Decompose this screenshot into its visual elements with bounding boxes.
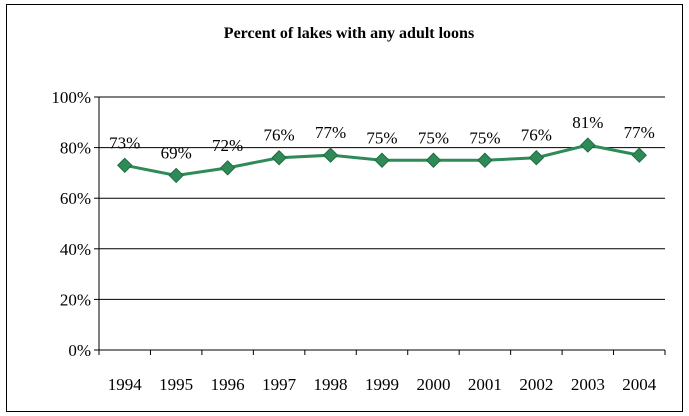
data-point-marker [477, 152, 493, 168]
x-axis-ticks: 1994 1995 1996 1997 1998 1999 2000 2001 2002 2003… [98, 350, 666, 394]
data-point-marker [631, 147, 647, 163]
y-tick-label: 40% [60, 240, 91, 259]
x-tick-label: 2003 [571, 375, 605, 394]
chart-title: Percent of lakes with any adult loons [224, 25, 474, 42]
x-tick-label: 1994 [108, 375, 143, 394]
data-labels: 73% 69% 72% 76% 77% 75% 75% 75% 76% 81% 77% [109, 113, 655, 162]
y-tick-label: 60% [60, 189, 91, 208]
data-label: 76% [264, 126, 295, 145]
data-markers [117, 137, 647, 184]
x-tick-label: 1995 [159, 375, 193, 394]
y-tick-label: 20% [60, 290, 91, 309]
data-point-marker [374, 152, 390, 168]
data-label: 75% [418, 128, 449, 147]
data-label: 77% [624, 123, 655, 142]
x-tick-label: 2000 [416, 375, 450, 394]
x-tick-label: 1999 [365, 375, 399, 394]
y-tick-label: 0% [68, 341, 91, 360]
y-axis-ticks: 0% 20% 40% 60% 80% 100% [51, 88, 99, 360]
x-tick-label: 2002 [519, 375, 553, 394]
data-label: 75% [366, 128, 397, 147]
data-label: 73% [109, 133, 140, 152]
data-label: 77% [315, 123, 346, 142]
data-point-marker [322, 147, 339, 163]
y-tick-label: 100% [51, 88, 91, 107]
x-tick-label: 1998 [314, 375, 348, 394]
data-point-marker [117, 157, 133, 174]
data-point-marker [168, 167, 184, 184]
y-tick-label: 80% [60, 139, 91, 158]
data-label: 75% [469, 128, 500, 147]
data-point-marker [425, 152, 442, 168]
data-label: 76% [521, 126, 552, 145]
data-point-marker [219, 160, 236, 176]
axes [98, 97, 665, 351]
data-label: 81% [572, 113, 603, 132]
data-point-marker [580, 137, 596, 153]
x-tick-label: 2001 [468, 375, 502, 394]
data-label: 72% [212, 136, 243, 155]
x-tick-label: 2004 [622, 375, 657, 394]
data-point-marker [528, 150, 545, 166]
gridlines [99, 96, 665, 300]
x-tick-label: 1996 [211, 375, 245, 394]
data-point-marker [271, 150, 287, 166]
data-label: 69% [161, 143, 192, 162]
chart-frame [6, 4, 683, 412]
x-tick-label: 1997 [262, 375, 297, 394]
